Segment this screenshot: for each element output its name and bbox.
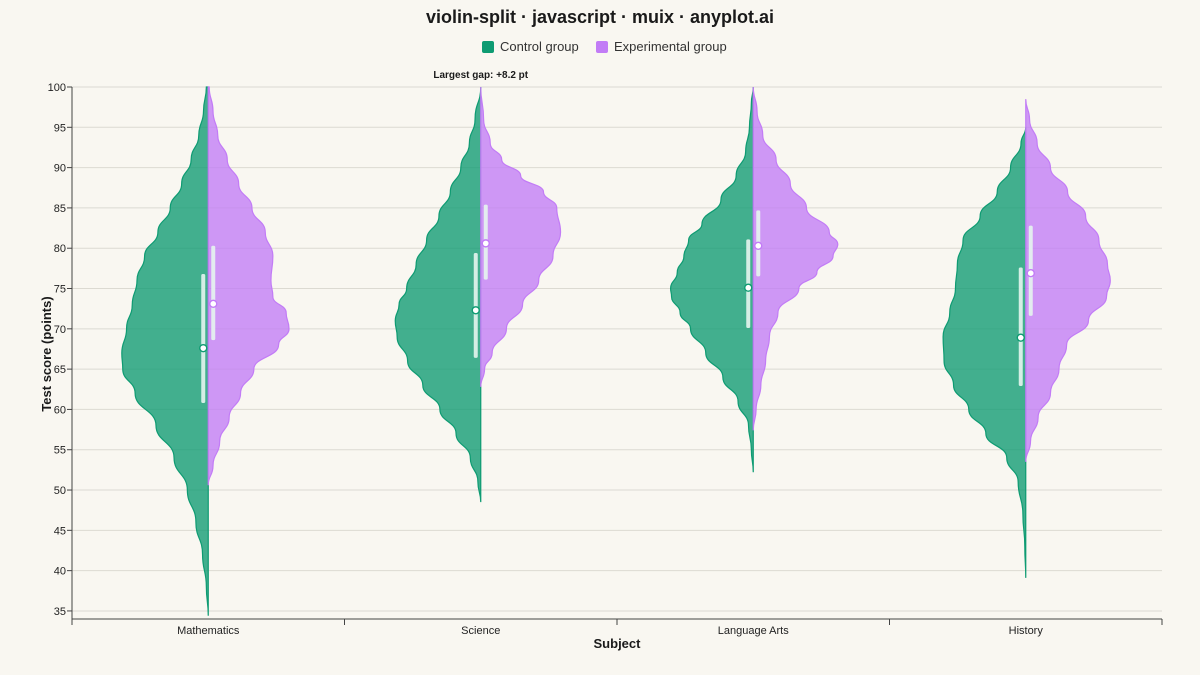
median-marker — [199, 343, 208, 353]
median-marker — [471, 306, 480, 315]
median-marker — [1016, 333, 1025, 342]
x-axis: Mathematics Science Language Arts History — [71, 618, 1163, 637]
median-marker — [1026, 269, 1035, 278]
y-tick-label: 40 — [54, 566, 66, 578]
legend-swatch-experimental — [596, 41, 608, 53]
iqr-box — [211, 245, 216, 341]
x-tick-label: Mathematics — [177, 625, 240, 637]
iqr-box — [473, 253, 478, 358]
y-tick-label: 35 — [54, 606, 66, 618]
gridlines — [72, 86, 1162, 612]
y-tick-label: 55 — [54, 445, 66, 457]
violin-experimental-language-arts[interactable] — [752, 86, 839, 431]
iqr-box — [1018, 267, 1023, 387]
y-axis-label: Test score (points) — [39, 296, 54, 411]
y-tick-label: 85 — [54, 203, 66, 215]
median-marker — [744, 283, 753, 292]
median-marker — [209, 299, 218, 309]
y-tick-label: 75 — [54, 284, 66, 296]
legend-swatch-control — [482, 41, 494, 53]
y-tick-label: 95 — [54, 122, 66, 134]
y-axis: 35 40 45 50 55 60 65 70 75 80 85 90 95 100 — [48, 82, 73, 619]
violin-experimental-mathematics[interactable] — [207, 86, 290, 486]
median-marker — [754, 241, 763, 250]
legend: Control group Experimental group — [482, 39, 727, 54]
x-tick-label: Science — [461, 625, 500, 637]
y-tick-label: 100 — [48, 82, 66, 94]
y-tick-label: 70 — [54, 324, 66, 336]
y-tick-label: 45 — [54, 525, 66, 537]
legend-item-control[interactable]: Control group — [482, 39, 579, 54]
y-tick-label: 50 — [54, 485, 66, 497]
violin-control-mathematics[interactable] — [121, 86, 209, 616]
iqr-box — [201, 274, 206, 403]
chart-title: violin-split · javascript · muix · anypl… — [426, 7, 774, 27]
y-tick-label: 90 — [54, 163, 66, 175]
legend-label-control: Control group — [500, 39, 579, 54]
y-tick-label: 65 — [54, 364, 66, 376]
x-tick-label: Language Arts — [718, 625, 789, 637]
violin-control-history[interactable] — [942, 127, 1027, 578]
violins — [121, 86, 1111, 616]
x-tick-label: History — [1009, 625, 1044, 637]
legend-label-experimental: Experimental group — [614, 39, 727, 54]
violin-experimental-science[interactable] — [480, 86, 562, 387]
violin-experimental-history[interactable] — [1025, 99, 1111, 462]
median-marker — [481, 239, 490, 248]
y-tick-label: 60 — [54, 404, 66, 416]
violin-control-science[interactable] — [394, 86, 482, 503]
x-axis-label: Subject — [594, 636, 642, 651]
violin-control-language-arts[interactable] — [669, 86, 754, 473]
gap-annotation: Largest gap: +8.2 pt — [433, 70, 528, 81]
legend-item-experimental[interactable]: Experimental group — [596, 39, 727, 54]
y-tick-label: 80 — [54, 243, 66, 255]
